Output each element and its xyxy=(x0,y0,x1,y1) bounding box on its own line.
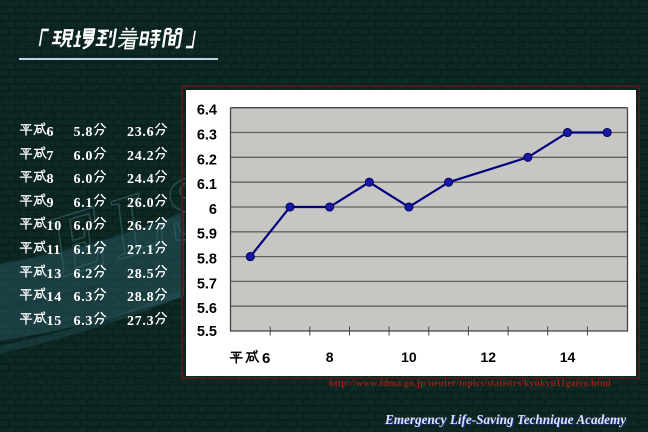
svg-text:6: 6 xyxy=(209,202,217,218)
svg-text:5.9: 5.9 xyxy=(197,227,217,243)
svg-text:5.5: 5.5 xyxy=(197,324,217,340)
svg-text:6.4: 6.4 xyxy=(197,103,217,119)
svg-text:10: 10 xyxy=(401,349,417,365)
svg-text:6.3: 6.3 xyxy=(197,128,217,144)
svg-text:12: 12 xyxy=(480,349,496,365)
svg-text:5.6: 5.6 xyxy=(197,301,217,317)
svg-text:5.7: 5.7 xyxy=(197,276,217,292)
svg-text:6.2: 6.2 xyxy=(197,152,217,168)
svg-text:6: 6 xyxy=(262,350,270,367)
svg-text:5.8: 5.8 xyxy=(197,252,217,268)
svg-text:14: 14 xyxy=(560,349,576,365)
svg-text:8: 8 xyxy=(326,349,334,365)
svg-text:6.1: 6.1 xyxy=(197,177,217,193)
